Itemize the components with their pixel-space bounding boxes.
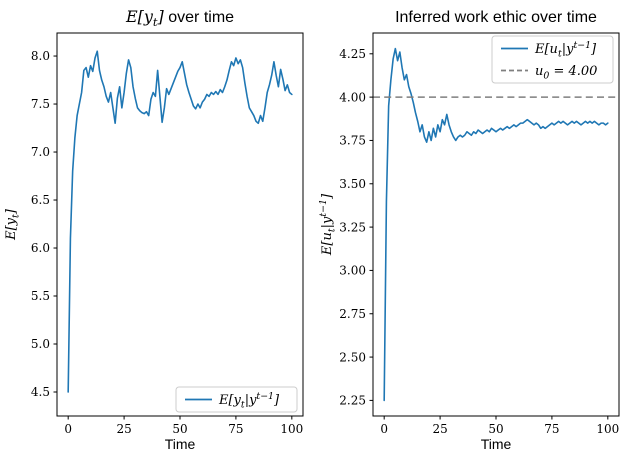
left-subplot: 4.5 5.0 5.5 6.0 6.5 7.0 7.5 8.0 0 25 50 75 100 E[yt] … <box>4 7 304 452</box>
left-series-line <box>67 50 293 393</box>
left-x-tick-label: 25 <box>116 422 131 436</box>
left-legend: E[yt|yt−1] <box>175 386 298 413</box>
left-axes-frame <box>56 32 304 417</box>
right-x-tick-label: 0 <box>380 422 388 436</box>
right-y-tick-label: 3.75 <box>339 134 366 148</box>
left-x-tick-label: 0 <box>64 422 72 436</box>
left-legend-box <box>175 386 298 413</box>
right-series-line <box>383 47 609 402</box>
right-subplot: 2.25 2.50 2.75 3.00 3.25 3.50 3.75 4.00 4.25 0 25 5… <box>318 9 620 452</box>
right-y-tick-label: 4.25 <box>339 47 366 61</box>
right-y-tick-label: 3.00 <box>339 264 366 278</box>
legend-entry-label: E[ut|yt−1] <box>534 40 597 59</box>
right-x-tick-label: 75 <box>544 422 559 436</box>
left-x-tick-label: 50 <box>172 422 187 436</box>
right-x-tick-label: 25 <box>432 422 447 436</box>
right-x-tick-label: 100 <box>596 422 619 436</box>
left-x-axis-label: Time <box>165 436 196 452</box>
right-y-tick-label: 2.75 <box>339 307 366 321</box>
left-y-tick-label: 6.0 <box>31 241 50 255</box>
right-y-tick-label: 3.25 <box>339 220 366 234</box>
right-y-tick-label: 2.25 <box>339 394 366 408</box>
right-y-tick-label: 3.50 <box>339 177 366 191</box>
left-y-tick-label: 5.0 <box>31 337 50 351</box>
right-legend: E[ut|yt−1] u0 = 4.00 <box>491 35 614 84</box>
left-y-tick-label: 5.5 <box>31 289 50 303</box>
legend-entry-label: u0 = 4.00 <box>535 64 597 81</box>
left-x-tick-label: 75 <box>228 422 243 436</box>
left-y-axis-label: E[yt] <box>4 208 21 241</box>
left-plot-title: E[yt] over time <box>125 7 234 29</box>
left-y-tick-label: 6.5 <box>31 193 50 207</box>
right-y-tick-label: 4.00 <box>339 90 366 104</box>
right-y-axis-label: E[ut|yt−1] <box>318 193 337 256</box>
left-y-tick-label: 7.0 <box>31 145 50 159</box>
right-x-tick-label: 50 <box>488 422 503 436</box>
right-plot-title: Inferred work ethic over time <box>395 9 597 26</box>
right-x-axis-label: Time <box>481 436 512 452</box>
legend-entry-label: E[yt|yt−1] <box>218 391 280 410</box>
left-y-tick-label: 8.0 <box>31 49 50 63</box>
left-y-tick-label: 7.5 <box>31 97 50 111</box>
left-y-tick-label: 4.5 <box>31 385 50 399</box>
left-x-tick-label: 100 <box>280 422 303 436</box>
right-y-tick-label: 2.50 <box>339 350 366 364</box>
